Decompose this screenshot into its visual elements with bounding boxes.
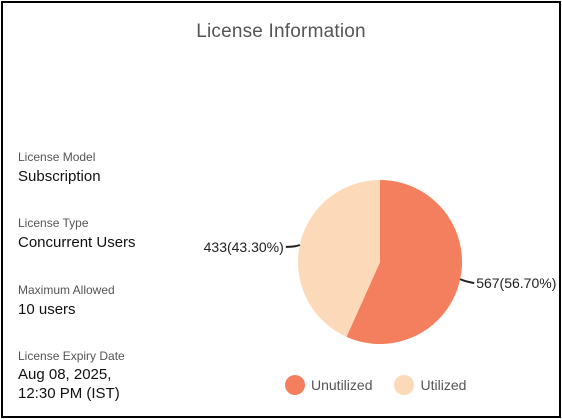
- legend-swatch: [285, 375, 305, 395]
- card-title: License Information: [196, 21, 366, 42]
- pie-leader-line-utilized: [285, 243, 301, 248]
- license-type-value: Concurrent Users: [18, 234, 136, 251]
- pie-slice-utilized[interactable]: [298, 180, 380, 337]
- legend-item-utilized[interactable]: Utilized: [394, 375, 466, 395]
- license-expiry-label: License Expiry Date: [18, 349, 125, 363]
- license-model-value: Subscription: [18, 168, 101, 185]
- legend-item-unutilized[interactable]: Unutilized: [285, 375, 372, 395]
- license-expiry-value: Aug 08, 2025, 12:30 PM (IST): [18, 365, 125, 403]
- chart-legend: Unutilized Utilized: [285, 375, 488, 395]
- license-type-label: License Type: [18, 216, 89, 230]
- license-model-label: License Model: [18, 150, 96, 164]
- pie-leader-line-unutilized: [459, 278, 475, 285]
- legend-label: Utilized: [420, 377, 467, 393]
- pie-data-label-unutilized: 567(56.70%): [476, 275, 556, 291]
- license-expiry-date: Aug 08, 2025,: [18, 366, 112, 383]
- license-model-field: License Model Subscription: [18, 150, 101, 186]
- maximum-allowed-value: 10 users: [18, 301, 76, 318]
- legend-label: Unutilized: [311, 377, 373, 393]
- license-type-field: License Type Concurrent Users: [18, 216, 136, 252]
- maximum-allowed-field: Maximum Allowed 10 users: [18, 283, 115, 319]
- maximum-allowed-label: Maximum Allowed: [18, 283, 115, 297]
- legend-swatch: [394, 375, 415, 395]
- license-expiry-field: License Expiry Date Aug 08, 2025, 12:30 …: [18, 349, 125, 403]
- license-expiry-time: 12:30 PM (IST): [18, 385, 120, 402]
- pie-data-label-utilized: 433(43.30%): [204, 239, 284, 255]
- license-usage-pie-chart: 567(56.70%) 433(43.30%): [204, 179, 556, 344]
- pie-slice-unutilized[interactable]: [346, 179, 462, 344]
